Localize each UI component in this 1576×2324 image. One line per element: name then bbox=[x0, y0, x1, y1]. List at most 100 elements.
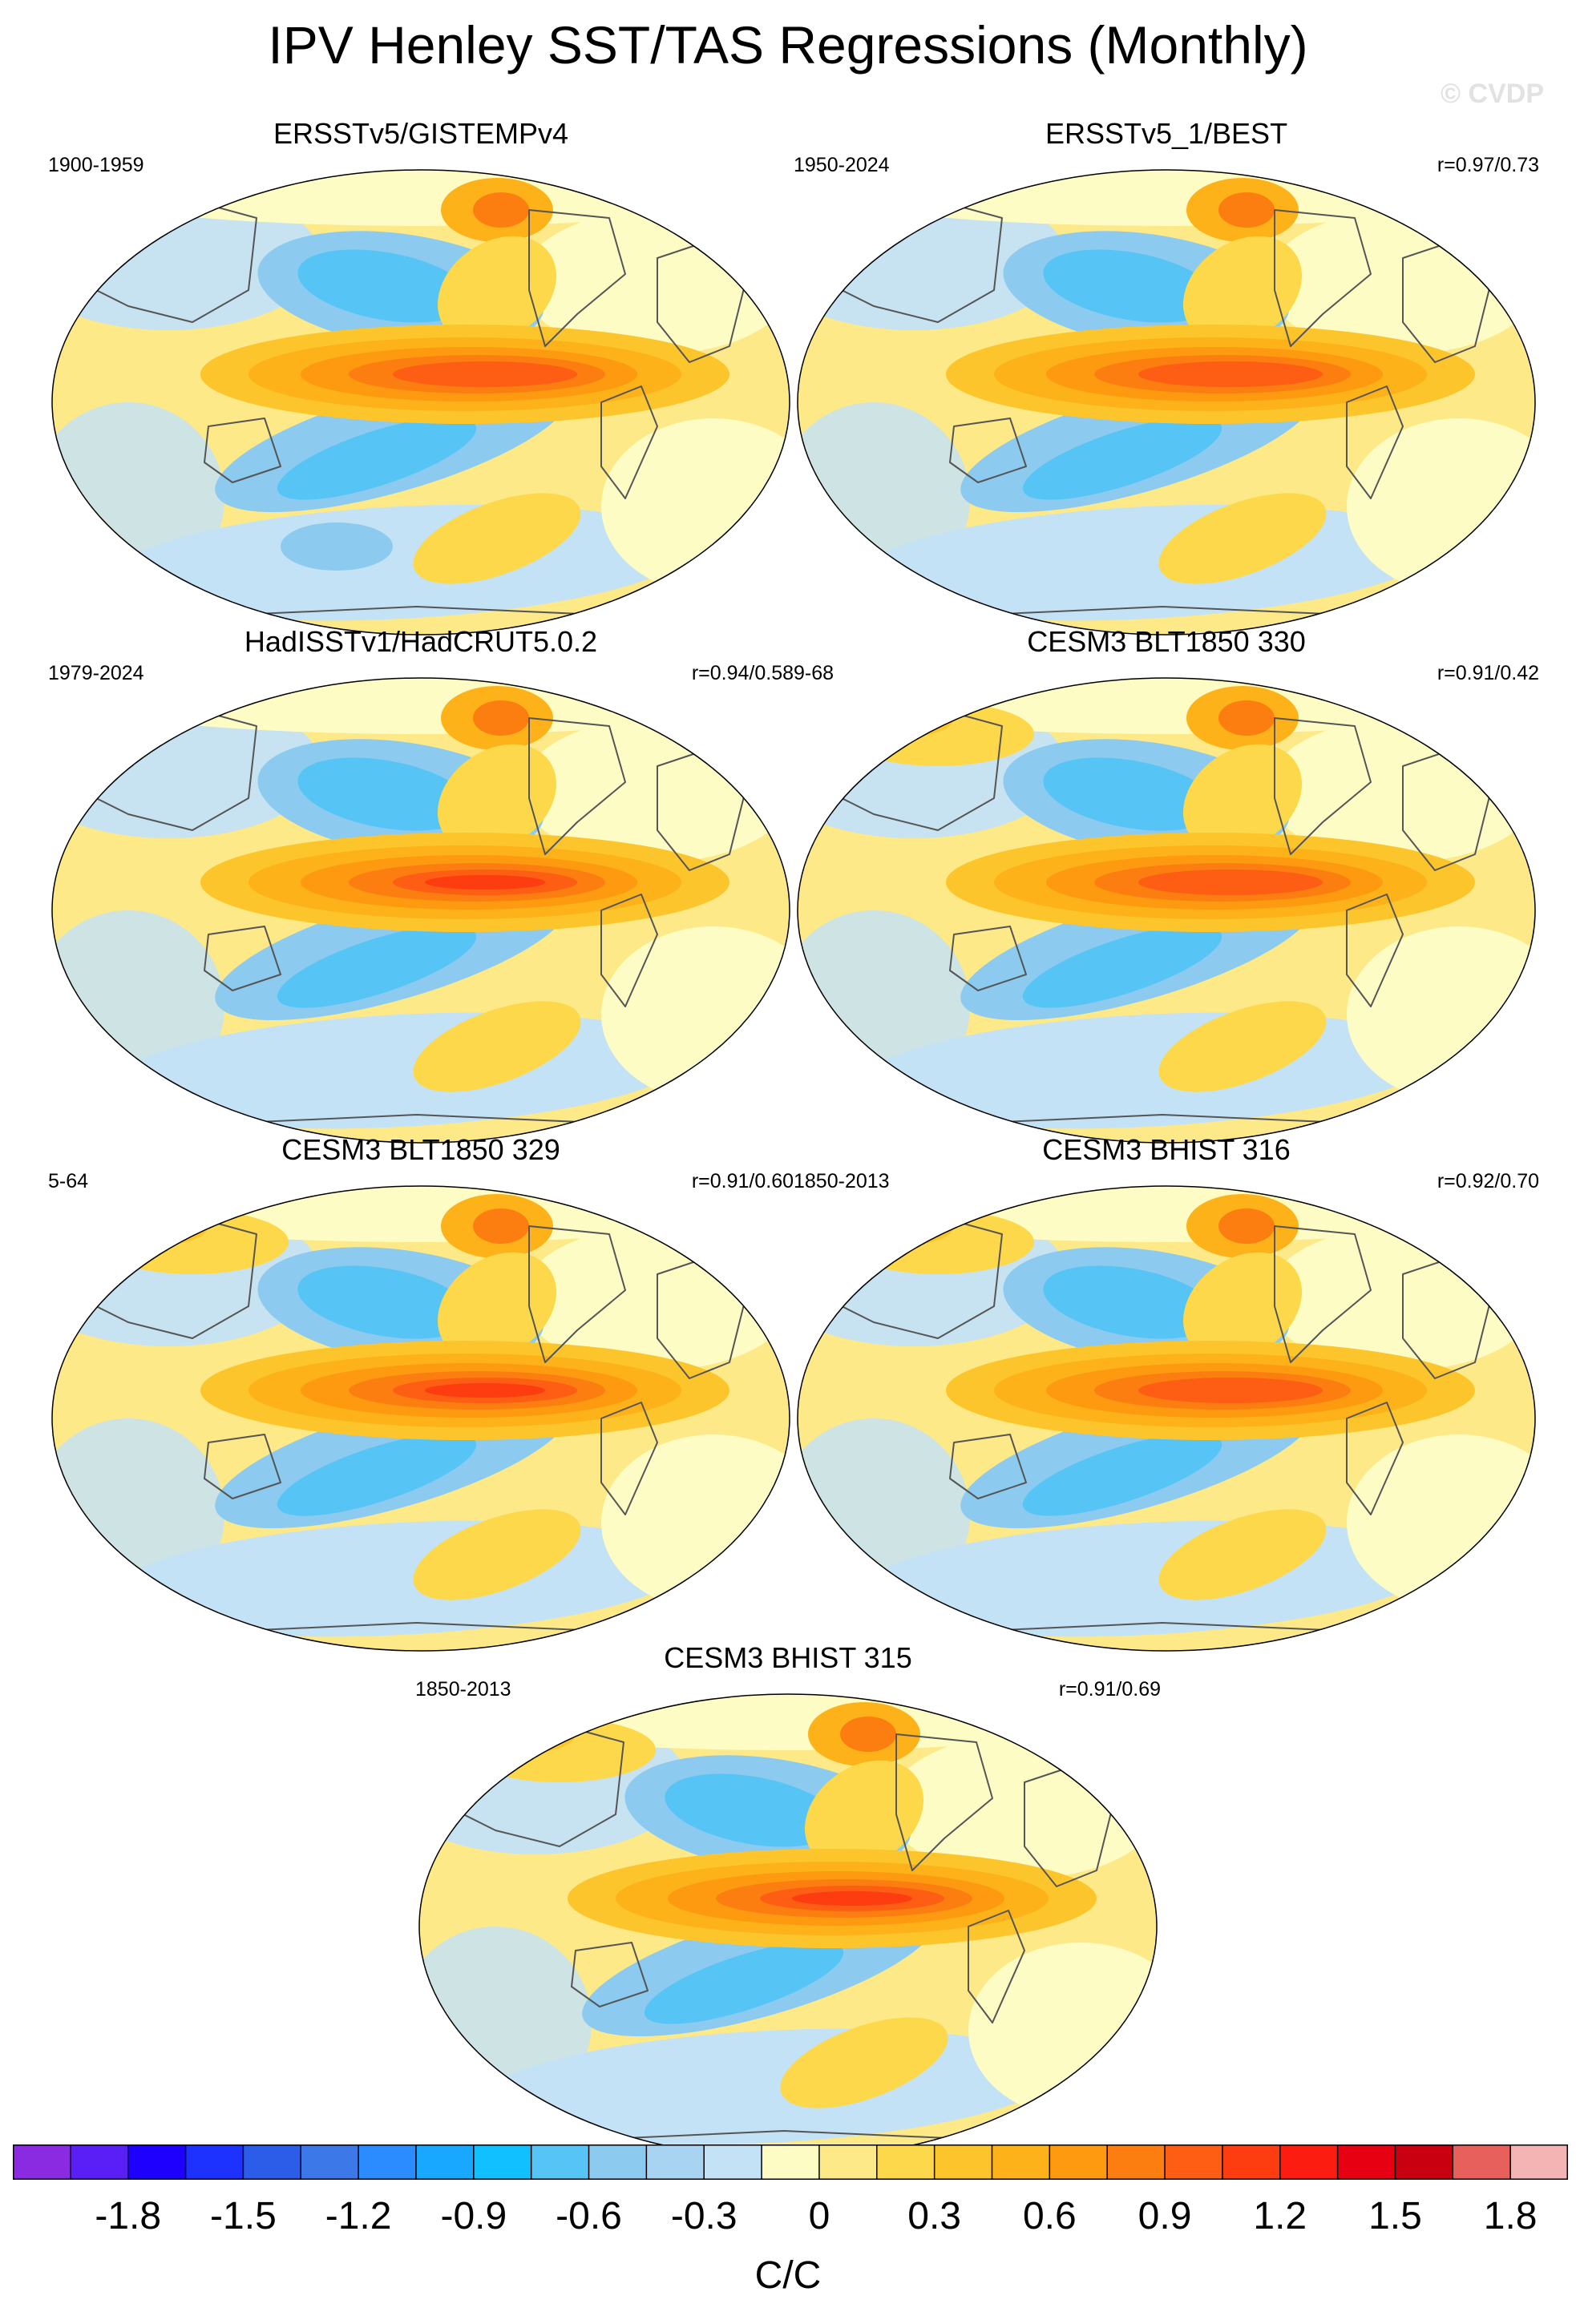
map-border bbox=[51, 169, 790, 635]
anomaly-field bbox=[437, 1252, 557, 1361]
colorbar-tick-label: 0 bbox=[808, 2195, 830, 2237]
colorbar-swatch bbox=[704, 2144, 762, 2180]
anomaly-field bbox=[1022, 417, 1222, 500]
anomaly-field bbox=[1138, 361, 1323, 387]
south-america-outline bbox=[1346, 894, 1404, 1007]
anomaly-field bbox=[88, 170, 762, 226]
colorbar-tick-label: 0.6 bbox=[1022, 2195, 1077, 2237]
map-panel-6: CESM3 BHIST 316 1850-2013 r=0.92/0.70 bbox=[794, 1133, 1539, 1662]
anomaly-field bbox=[1022, 1433, 1222, 1516]
colorbar-swatch bbox=[588, 2144, 647, 2180]
map-panel-3: HadISSTv1/HadCRUT5.0.2 1979-2024 r=0.94/… bbox=[48, 625, 794, 1154]
australia-outline bbox=[204, 1434, 281, 1499]
anomaly-field bbox=[96, 1206, 208, 1246]
australia-outline bbox=[571, 1942, 649, 2007]
north-america-outline bbox=[1274, 717, 1372, 855]
colorbar-swatch bbox=[1279, 2144, 1339, 2180]
south-america-outline bbox=[968, 1910, 1025, 2023]
colorbar-swatch bbox=[762, 2144, 820, 2180]
anomaly-field bbox=[473, 700, 529, 736]
map-border bbox=[797, 677, 1536, 1144]
panel-period-label: 1900-1959 bbox=[48, 154, 144, 176]
anomaly-field bbox=[473, 1208, 529, 1244]
anomaly-field bbox=[1043, 1265, 1218, 1339]
anomaly-field bbox=[792, 1891, 912, 1906]
anomaly-field bbox=[1158, 1001, 1327, 1092]
map-plot bbox=[51, 677, 790, 1144]
colorbar-swatch bbox=[1453, 2144, 1511, 2180]
colorbar-swatch bbox=[301, 2144, 359, 2180]
anomaly-field bbox=[834, 170, 1507, 226]
panel-correlation-label: r=0.97/0.73 bbox=[1437, 154, 1539, 176]
panel-title: HadISSTv1/HadCRUT5.0.2 bbox=[244, 625, 598, 658]
anomaly-field bbox=[1218, 192, 1275, 228]
colorbar-tick-label: -1.2 bbox=[325, 2195, 392, 2237]
anomaly-field bbox=[1043, 757, 1218, 831]
anomaly-field bbox=[804, 1760, 924, 1869]
south-america-outline bbox=[600, 1402, 658, 1515]
anomaly-field bbox=[1138, 1378, 1323, 1403]
colorbar-swatch bbox=[127, 2144, 187, 2180]
colorbar-frame bbox=[13, 2144, 1568, 2180]
map-plot bbox=[797, 677, 1536, 1144]
colorbar-swatch bbox=[1510, 2144, 1568, 2180]
anomaly-field bbox=[834, 678, 1507, 734]
map-panel-1: ERSSTv5/GISTEMPv4 1900-1959 bbox=[48, 117, 794, 646]
map-field bbox=[419, 1694, 1157, 2159]
colorbar-tick-label: 0.3 bbox=[907, 2195, 961, 2237]
map-plot bbox=[51, 1185, 790, 1652]
anomaly-field bbox=[437, 744, 557, 853]
anomaly-field bbox=[473, 192, 529, 228]
colorbar-swatch bbox=[185, 2144, 244, 2180]
anomaly-field bbox=[88, 678, 762, 734]
colorbar-tick-labels: -1.8 -1.5 -1.2 -0.9 -0.6 -0.3 0 0.3 0.6 0.9 1.2 1.5… bbox=[13, 2194, 1568, 2242]
panel-period-label: 5-64 bbox=[48, 1170, 89, 1192]
australia-outline bbox=[204, 926, 281, 991]
panel-period-label: 1850-2013 bbox=[794, 1170, 890, 1192]
anomaly-field bbox=[425, 875, 545, 890]
anomaly-field bbox=[437, 236, 557, 345]
map-field bbox=[798, 1186, 1535, 1651]
australia-outline bbox=[949, 1434, 1027, 1499]
anomaly-field bbox=[842, 698, 954, 738]
anomaly-field bbox=[1182, 1252, 1303, 1361]
panel-period-label: 9-68 bbox=[794, 662, 834, 684]
panel-period-label: 1950-2024 bbox=[794, 154, 890, 176]
south-america-outline bbox=[600, 894, 658, 1007]
anomaly-field bbox=[644, 1941, 844, 2024]
anomaly-field bbox=[1218, 1208, 1275, 1244]
colorbar-units: C/C bbox=[754, 2254, 822, 2297]
anomaly-field bbox=[297, 1265, 472, 1339]
map-border bbox=[797, 169, 1536, 635]
panel-correlation-label: r=0.91/0.42 bbox=[1437, 662, 1539, 684]
map-plot bbox=[797, 1185, 1536, 1652]
map-field bbox=[798, 678, 1535, 1143]
colorbar-tick-label: -0.3 bbox=[670, 2195, 737, 2237]
anomaly-field bbox=[665, 1773, 839, 1847]
anomaly-field bbox=[281, 522, 393, 571]
colorbar-swatch bbox=[243, 2144, 301, 2180]
panel-period-label: 1850-2013 bbox=[415, 1678, 511, 1701]
colorbar-tick-label: -1.8 bbox=[95, 2195, 162, 2237]
australia-outline bbox=[949, 418, 1027, 483]
colorbar-swatch bbox=[818, 2144, 878, 2180]
map-plot bbox=[418, 1693, 1158, 2160]
anomaly-field bbox=[96, 1210, 289, 1274]
south-america-outline bbox=[1346, 1402, 1404, 1515]
south-america-outline bbox=[600, 385, 658, 499]
colorbar-swatch bbox=[1165, 2144, 1223, 2180]
panel-title: CESM3 BHIST 316 bbox=[1042, 1133, 1291, 1166]
south-america-outline bbox=[1346, 385, 1404, 499]
anomaly-field bbox=[393, 361, 577, 387]
map-plot bbox=[51, 169, 790, 635]
panel-correlation-label: r=0.94/0.58 bbox=[691, 662, 794, 684]
anomaly-field bbox=[1138, 869, 1323, 895]
anomaly-field bbox=[1158, 493, 1327, 584]
map-plot bbox=[797, 169, 1536, 635]
colorbar-swatch bbox=[646, 2144, 705, 2180]
watermark: © CVDP bbox=[1441, 79, 1544, 109]
australia-outline bbox=[204, 418, 281, 483]
australia-outline bbox=[949, 926, 1027, 991]
anomaly-field bbox=[88, 1186, 762, 1242]
map-panel-2: ERSSTv5_1/BEST 1950-2024 r=0.97/0.73 bbox=[794, 117, 1539, 646]
